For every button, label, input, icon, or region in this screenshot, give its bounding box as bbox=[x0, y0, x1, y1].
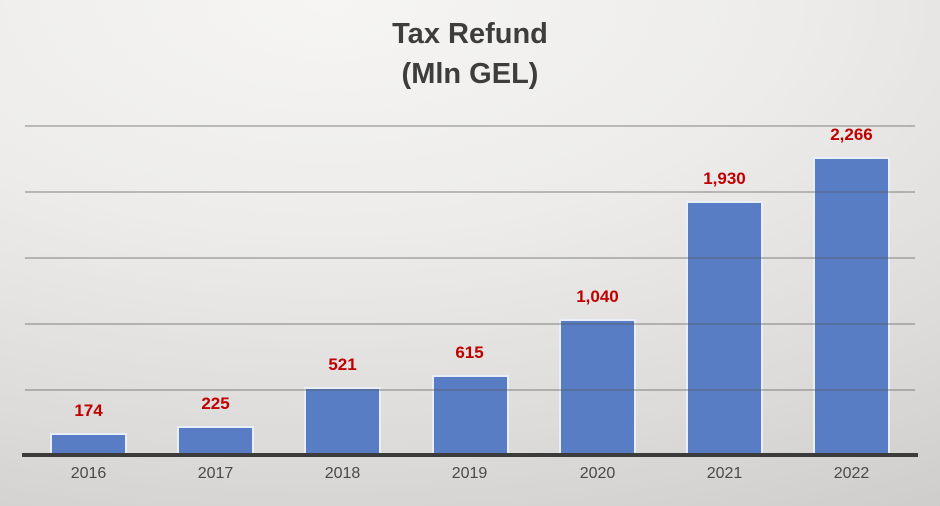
bar-2021 bbox=[686, 201, 763, 456]
value-label-2018: 521 bbox=[328, 355, 357, 374]
chart-title-line2: (Mln GEL) bbox=[401, 58, 539, 90]
chart-title: Tax Refund (Mln GEL) bbox=[0, 14, 940, 94]
x-axis-tick-2019: 2019 bbox=[451, 465, 488, 482]
gridline-500 bbox=[25, 389, 915, 391]
x-axis-tick-2016: 2016 bbox=[70, 465, 107, 482]
value-label-2022: 2,266 bbox=[830, 125, 873, 144]
x-axis-tick-2020: 2020 bbox=[579, 465, 616, 482]
value-label-2020: 1,040 bbox=[576, 287, 619, 306]
x-axis-tick-2021: 2021 bbox=[706, 465, 743, 482]
bar-2016 bbox=[50, 433, 127, 456]
bar-2019 bbox=[432, 375, 509, 456]
value-label-2019: 615 bbox=[455, 343, 484, 362]
x-axis-tick-2022: 2022 bbox=[833, 465, 870, 482]
gridline-2000 bbox=[25, 191, 915, 193]
bar-2018 bbox=[304, 387, 381, 456]
value-label-2017: 225 bbox=[201, 394, 230, 413]
bar-2022 bbox=[813, 157, 890, 456]
x-axis-line bbox=[22, 453, 918, 457]
value-label-2021: 1,930 bbox=[703, 169, 746, 188]
bar-2017 bbox=[177, 426, 254, 456]
gridline-2500 bbox=[25, 125, 915, 127]
gridline-1000 bbox=[25, 323, 915, 325]
chart-title-line1: Tax Refund bbox=[392, 18, 548, 50]
x-axis-tick-2017: 2017 bbox=[197, 465, 234, 482]
value-label-2016: 174 bbox=[74, 401, 103, 420]
gridline-1500 bbox=[25, 257, 915, 259]
bar-2020 bbox=[559, 319, 636, 456]
x-axis-tick-2018: 2018 bbox=[324, 465, 361, 482]
